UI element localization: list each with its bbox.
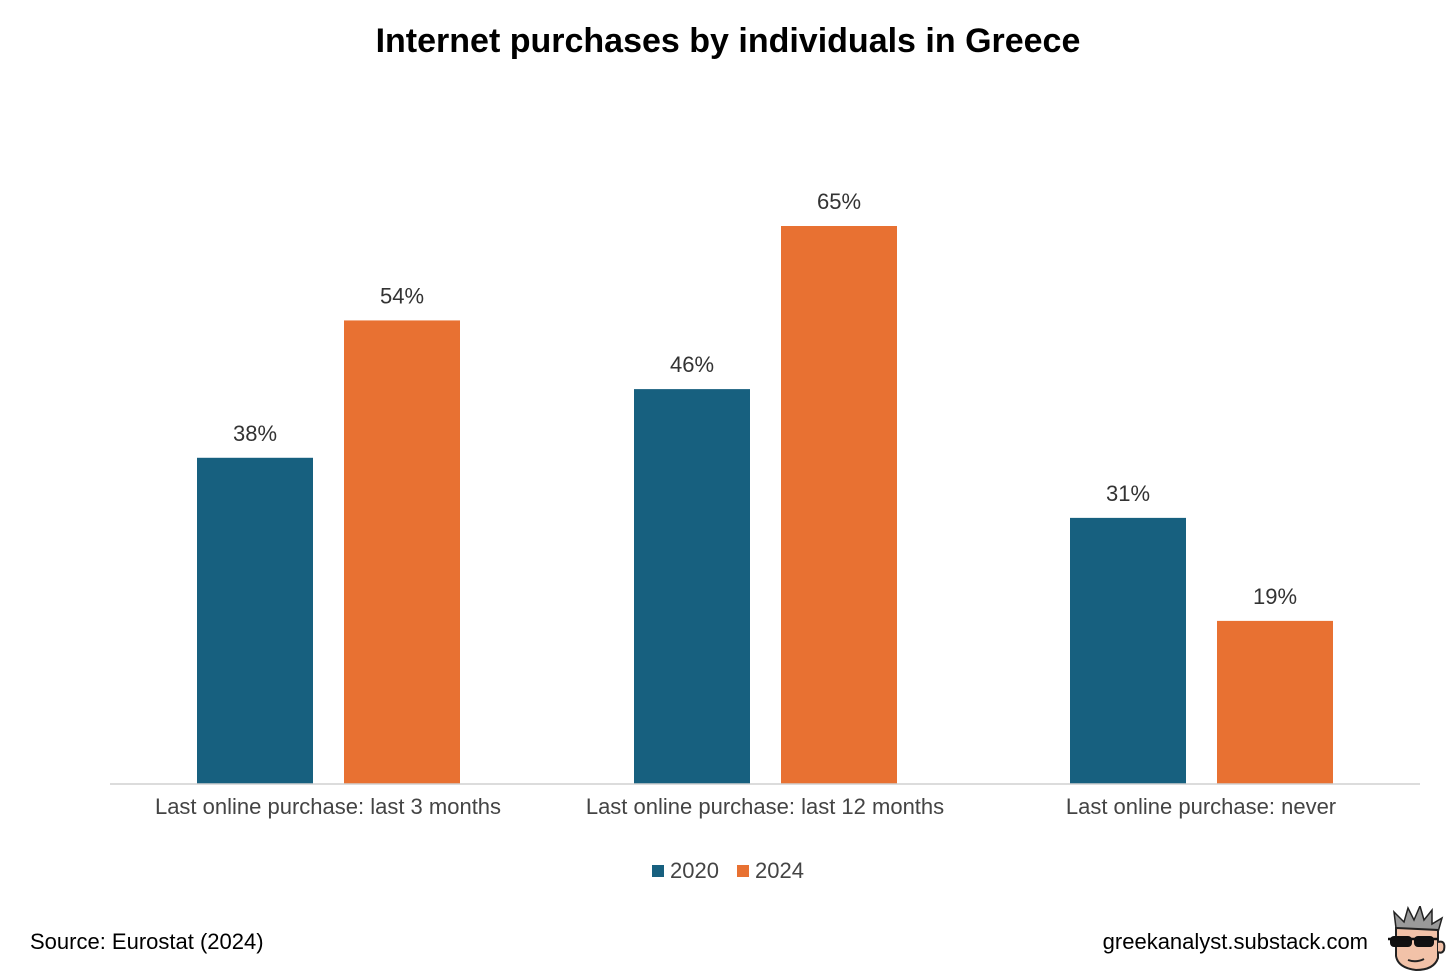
data-label-2020-2: 31% [1106,481,1150,506]
legend-item-2024: 2024 [737,858,804,884]
site-url: greekanalyst.substack.com [1102,929,1368,954]
legend-label-2020: 2020 [670,858,719,883]
bar-2024-0 [344,320,460,784]
data-label-2020-1: 46% [670,352,714,377]
bar-2020-2 [1070,517,1186,784]
category-label-0: Last online purchase: last 3 months [155,794,501,819]
legend-item-2020: 2020 [652,858,719,884]
bar-2020-0 [197,457,313,784]
legend-swatch-2024 [737,865,749,877]
source-note: Source: Eurostat (2024) [30,929,264,954]
legend: 2020 2024 [0,858,1456,884]
data-label-2020-0: 38% [233,421,277,446]
data-label-2024-1: 65% [817,189,861,214]
cartoon-face-sunglasses-icon [1388,906,1446,972]
legend-swatch-2020 [652,865,665,877]
category-label-1: Last online purchase: last 12 months [586,794,944,819]
bar-2024-1 [781,226,897,784]
bar-2020-1 [634,389,750,784]
legend-label-2024: 2024 [755,858,804,883]
category-label-2: Last online purchase: never [1066,794,1336,819]
bar-2024-2 [1217,620,1333,784]
chart-title: Internet purchases by individuals in Gre… [375,22,1081,60]
data-label-2024-0: 54% [380,283,424,308]
data-label-2024-2: 19% [1253,584,1297,609]
